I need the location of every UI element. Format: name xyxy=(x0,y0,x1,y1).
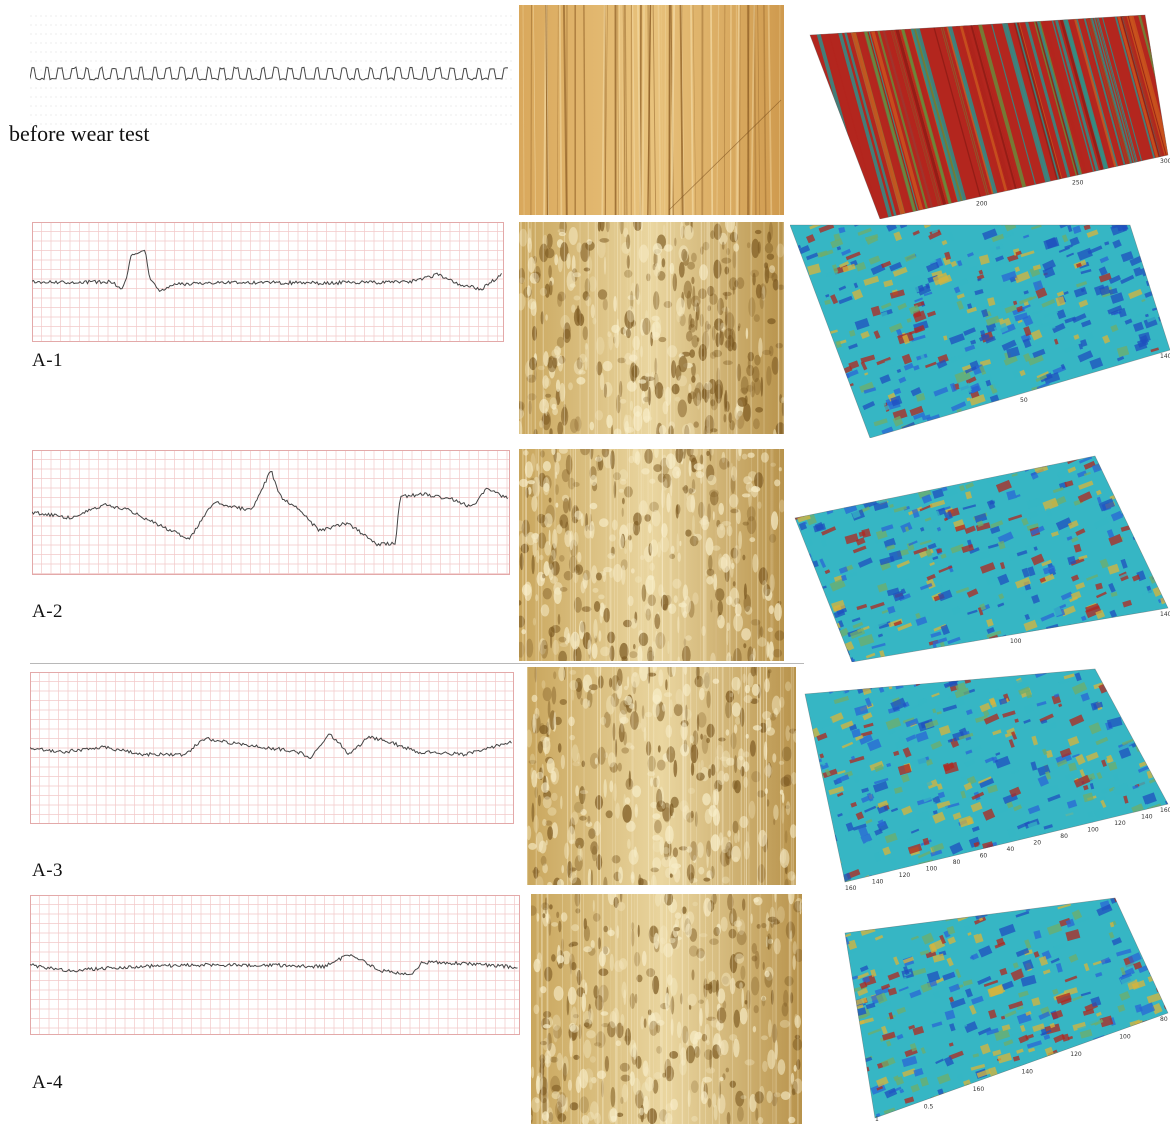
profile-chart-a2 xyxy=(32,450,510,575)
profile-chart-a1 xyxy=(32,222,504,342)
row-label-a1: A-1 xyxy=(32,350,64,371)
row-label-before: before wear test xyxy=(9,121,150,146)
profile-chart-a3 xyxy=(30,672,514,824)
surface-axis-tick-label: 1 xyxy=(875,1116,879,1123)
row-label-a2: A-2 xyxy=(32,601,64,622)
surface-axis-tick-label: 120 xyxy=(1070,1051,1082,1058)
surface-axis-tick-label: 100 xyxy=(1087,827,1099,834)
surface-axis-tick-label: 80 xyxy=(953,859,961,866)
surface-axis-tick-label: 100 xyxy=(1010,638,1022,645)
surface-axis-tick-label: 140 xyxy=(1160,611,1170,618)
micrograph-a3 xyxy=(527,667,796,885)
surface-3d-a4: 1 0.5 160 140 120 100 80 xyxy=(790,893,1170,1124)
surface-axis-tick-label: 300 xyxy=(1160,158,1170,165)
row-label-a3: A-3 xyxy=(32,860,64,881)
surface-3d-before: 5200250300 xyxy=(790,5,1170,219)
surface-axis-tick-label: 160 xyxy=(1160,807,1170,814)
surface-axis-tick-label: 160 xyxy=(973,1086,985,1093)
surface-axis-tick-label: 0.5 xyxy=(924,1104,934,1111)
profile-chart-before xyxy=(30,10,512,132)
micrograph-a1 xyxy=(519,222,784,434)
surface-3d-a2: 150100140 xyxy=(790,448,1170,662)
surface-axis-tick-label: 140 xyxy=(1160,353,1170,360)
surface-axis-tick-label: 120 xyxy=(1114,820,1126,827)
micrograph-a2 xyxy=(519,449,784,661)
surface-axis-tick-label: 200 xyxy=(976,201,988,208)
surface-axis-tick-label: 80 xyxy=(1160,1016,1168,1023)
surface-axis-tick-label: 140 xyxy=(1022,1069,1034,1076)
surface-axis-tick-label: 50 xyxy=(1020,397,1028,404)
row-label-a4: A-4 xyxy=(32,1072,64,1093)
surface-axis-tick-label: 80 xyxy=(1060,833,1068,840)
surface-3d-a3: 160 140 120 100 80 60 40 20 80 100 120 140 160 xyxy=(790,664,1170,890)
surface-axis-tick-label: 100 xyxy=(1119,1034,1131,1041)
surface-axis-tick-label: 140 xyxy=(1141,814,1153,821)
row-divider xyxy=(30,663,804,664)
surface-axis-tick-label: 60 xyxy=(980,853,988,860)
surface-axis-tick-label: 160 xyxy=(845,885,857,890)
surface-axis-tick-label: 140 xyxy=(872,879,884,886)
surface-axis-tick-label: 40 xyxy=(1007,846,1015,853)
surface-axis-tick-label: 250 xyxy=(1072,179,1084,186)
surface-axis-tick-label: 100 xyxy=(926,866,938,873)
surface-axis-tick-label: 20 xyxy=(1033,840,1041,847)
micrograph-before xyxy=(519,5,784,215)
surface-axis-tick-label: 120 xyxy=(899,872,911,879)
surface-3d-a1: 10050140 xyxy=(790,220,1170,438)
profile-chart-a4 xyxy=(30,895,520,1035)
micrograph-a4 xyxy=(531,894,802,1124)
